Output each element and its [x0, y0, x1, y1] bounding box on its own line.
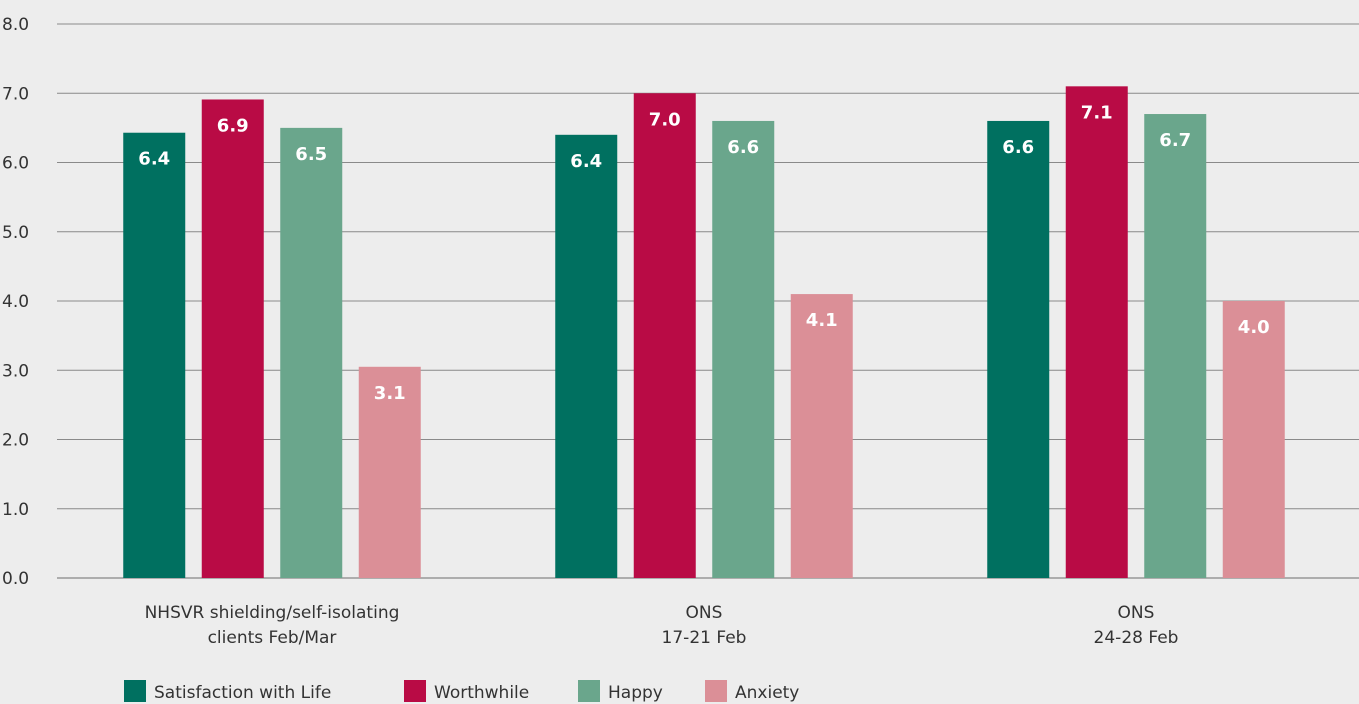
bar — [1065, 86, 1128, 578]
legend-label: Worthwhile — [434, 683, 529, 703]
y-tick-label: 7.0 — [2, 84, 29, 104]
x-category-label: 17-21 Feb — [662, 628, 747, 648]
x-category-label: ONS — [686, 603, 723, 623]
y-tick-label: 8.0 — [2, 15, 29, 35]
gridlines — [57, 23, 1359, 579]
bar — [1222, 301, 1285, 578]
bar — [712, 120, 775, 578]
bar-value-label: 6.7 — [1159, 130, 1191, 151]
bar — [555, 134, 618, 579]
category-labels: NHSVR shielding/self-isolating clients Fe… — [145, 603, 1179, 648]
y-tick-label: 1.0 — [2, 500, 29, 520]
bar-value-label: 4.1 — [806, 310, 838, 331]
x-category-label: 24-28 Feb — [1094, 628, 1179, 648]
legend-label: Happy — [608, 683, 663, 703]
bar-value-label: 6.4 — [570, 151, 602, 172]
bar-value-label: 4.0 — [1238, 317, 1270, 338]
bar — [280, 127, 343, 578]
y-tick-label: 2.0 — [2, 431, 29, 451]
bar — [633, 93, 696, 578]
legend-swatch — [705, 680, 727, 702]
bars: 6.4 6.9 6.5 3.1 6.4 7.0 6.6 4.1 6.6 7.1 6.7 4.0 — [123, 86, 1285, 579]
legend-swatch — [578, 680, 600, 702]
bar — [358, 366, 421, 578]
bar-value-label: 7.0 — [649, 109, 681, 130]
bar — [123, 132, 186, 578]
bar-value-label: 6.5 — [295, 144, 327, 165]
bar — [987, 120, 1050, 578]
bar-value-label: 6.6 — [1002, 137, 1034, 158]
y-tick-label: 0.0 — [2, 569, 29, 589]
bar — [1144, 114, 1207, 579]
bar-value-label: 6.9 — [217, 115, 249, 136]
bar-value-label: 7.1 — [1081, 102, 1113, 123]
y-tick-label: 3.0 — [2, 361, 29, 381]
bar-value-label: 6.4 — [138, 149, 170, 170]
y-tick-label: 4.0 — [2, 292, 29, 312]
y-tick-label: 5.0 — [2, 223, 29, 243]
bar-value-label: 6.6 — [727, 137, 759, 158]
y-axis-ticks: 0.0 1.0 2.0 3.0 4.0 5.0 6.0 7.0 8.0 — [2, 15, 29, 589]
bar — [790, 294, 853, 578]
y-tick-label: 6.0 — [2, 154, 29, 174]
legend-swatch — [124, 680, 146, 702]
legend: Satisfaction with Life Worthwhile Happy Anx… — [124, 680, 799, 703]
legend-label: Satisfaction with Life — [154, 683, 331, 703]
x-category-label: ONS — [1118, 603, 1155, 623]
bar — [201, 99, 264, 579]
x-category-label: clients Feb/Mar — [208, 628, 337, 648]
bar-value-label: 3.1 — [374, 383, 406, 404]
legend-swatch — [404, 680, 426, 702]
legend-label: Anxiety — [735, 683, 799, 703]
x-category-label: NHSVR shielding/self-isolating — [145, 603, 400, 623]
